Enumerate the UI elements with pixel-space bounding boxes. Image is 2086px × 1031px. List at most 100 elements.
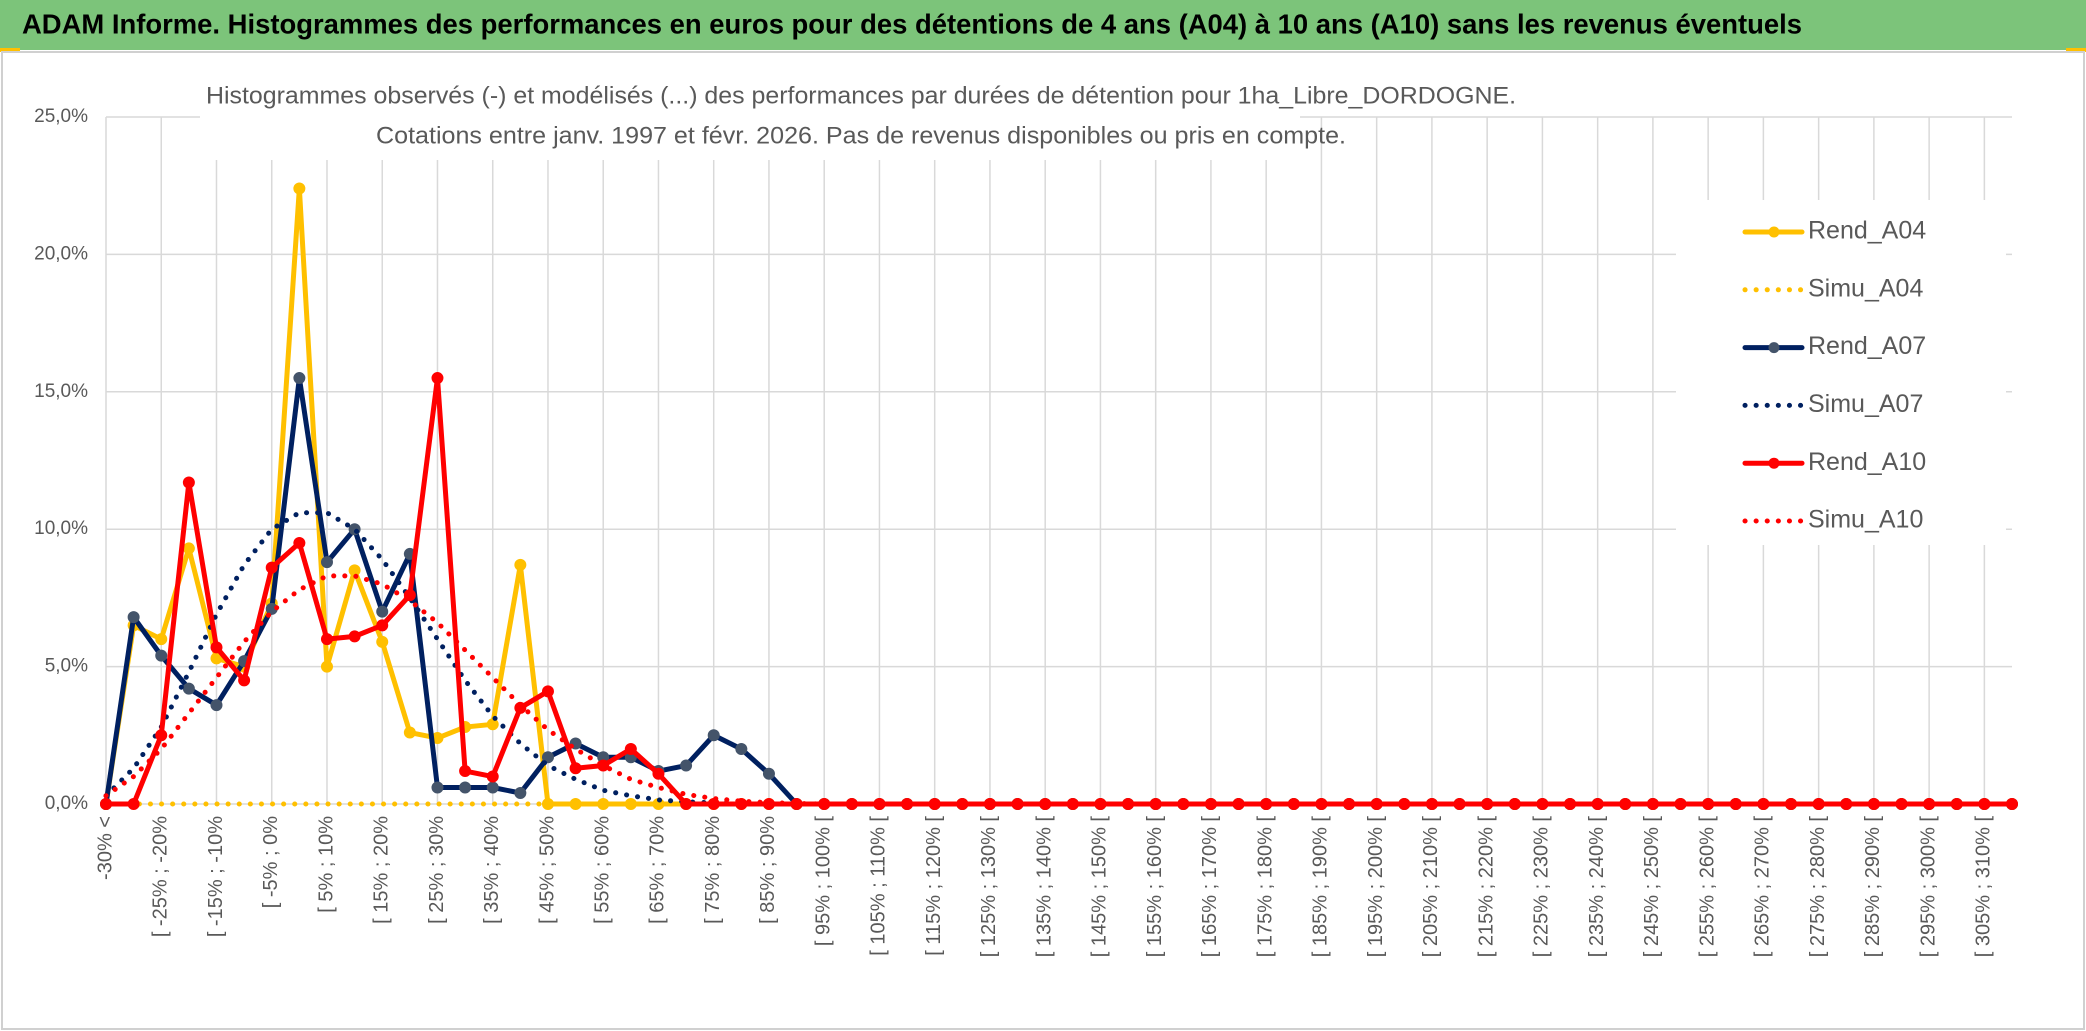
legend-label: Rend_A04	[1808, 217, 1926, 245]
marker	[293, 372, 306, 385]
legend-label: Rend_A07	[1808, 332, 1926, 360]
y-tick-label: 0,0%	[45, 793, 88, 814]
x-tick-label: [ 305% ; 310% [	[1973, 816, 1995, 958]
marker	[293, 182, 306, 195]
marker	[541, 685, 554, 698]
x-tick-label: [ 95% ; 100% [	[812, 816, 834, 947]
x-tick-label: [ 255% ; 260% [	[1696, 816, 1718, 958]
legend: Rend_A04 Simu_A04 Rend_A07 Simu_A07 Rend_A10…	[1676, 200, 2006, 545]
marker	[431, 372, 444, 385]
x-tick-label: [ -15% ; -10%	[205, 816, 227, 937]
marker	[707, 729, 720, 742]
x-tick-label: [ 245% ; 250% [	[1641, 816, 1663, 958]
marker	[652, 767, 665, 780]
marker	[680, 759, 693, 772]
chart-border	[1, 51, 2085, 1030]
x-tick-label: [ 235% ; 240% [	[1586, 816, 1608, 958]
marker	[182, 682, 195, 695]
marker	[155, 633, 168, 646]
marker	[348, 523, 361, 536]
marker	[376, 619, 389, 632]
marker	[873, 798, 886, 810]
x-tick-label: [ 5% ; 10%	[315, 816, 337, 913]
x-tick-label: [ 155% ; 160% [	[1144, 816, 1166, 958]
x-tick-label: [ 215% ; 220% [	[1475, 816, 1497, 958]
x-tick-label: [ 65% ; 70%	[647, 816, 669, 924]
chart-subtitle: Cotations entre janv. 1997 et févr. 2026…	[376, 122, 1346, 149]
x-tick-label: [ 275% ; 280% [	[1807, 816, 1829, 958]
grid: 0,0% 5,0% 10,0% 15,0% 20,0% 25,0% -30% < [ -25%…	[34, 106, 2012, 957]
marker	[486, 781, 499, 794]
x-tick-label: [ 115% ; 120% [	[923, 816, 945, 956]
title-backdrop	[200, 78, 1300, 160]
y-tick-label: 10,0%	[34, 518, 88, 539]
x-tick-label: [ 265% ; 270% [	[1752, 816, 1774, 958]
accent	[2066, 48, 2086, 52]
legend-marker	[1768, 342, 1780, 354]
x-tick-label: [ 145% ; 150% [	[1089, 816, 1111, 958]
plot-area	[100, 182, 2018, 810]
marker	[265, 561, 278, 574]
marker	[431, 781, 444, 794]
x-tick-label: [ 205% ; 210% [	[1420, 816, 1442, 958]
chart-title: Histogrammes observés (-) et modélisés (…	[206, 82, 1516, 109]
x-tick-label: [ 185% ; 190% [	[1310, 816, 1332, 958]
marker	[2006, 798, 2018, 810]
x-tick-label: [ 105% ; 110% [	[868, 816, 890, 956]
dotted-line	[103, 573, 2015, 807]
x-tick-label: [ 15% ; 20%	[371, 816, 393, 924]
x-tick-label: [ 225% ; 230% [	[1531, 816, 1553, 958]
x-tick-label: [ 195% ; 200% [	[1365, 816, 1387, 958]
x-tick-label: [ 75% ; 80%	[702, 816, 724, 924]
x-tick-label: [ 25% ; 30%	[426, 816, 448, 924]
marker	[901, 798, 914, 810]
marker	[348, 630, 361, 643]
x-tick-label: -30% <	[94, 816, 116, 880]
marker	[514, 558, 527, 571]
x-tick-label: [ -25% ; -20%	[150, 816, 172, 937]
header-bar	[0, 0, 2086, 50]
marker	[127, 611, 140, 624]
header-title: ADAM Informe. Histogrammes des performan…	[22, 8, 1802, 39]
marker	[127, 798, 140, 810]
marker	[320, 556, 333, 569]
y-tick-label: 20,0%	[34, 243, 88, 264]
legend-marker	[1768, 457, 1780, 469]
x-tick-label: [ 45% ; 50%	[536, 816, 558, 924]
legend-box	[1676, 200, 2006, 545]
x-tick-label: [ 165% ; 170% [	[1199, 816, 1221, 958]
marker	[155, 649, 168, 662]
marker	[624, 743, 637, 756]
x-tick-label: [ -5% ; 0%	[260, 816, 282, 908]
marker	[182, 542, 195, 555]
marker	[376, 605, 389, 618]
marker	[486, 718, 499, 731]
marker	[486, 770, 499, 783]
marker	[238, 674, 251, 687]
marker	[320, 633, 333, 646]
legend-marker	[1768, 226, 1780, 238]
marker	[514, 787, 527, 800]
marker	[735, 743, 748, 756]
x-tick-label: [ 175% ; 180% [	[1254, 816, 1276, 958]
marker	[210, 641, 223, 654]
x-tick-label: [ 55% ; 60%	[591, 816, 613, 924]
marker	[762, 767, 775, 780]
marker	[541, 751, 554, 764]
x-tick-label: [ 135% ; 140% [	[1033, 816, 1055, 958]
y-tick-label: 25,0%	[34, 106, 88, 127]
x-tick-label: [ 85% ; 90%	[757, 816, 779, 924]
marker	[459, 781, 472, 794]
marker	[100, 798, 112, 810]
x-tick-label: [ 125% ; 130% [	[978, 816, 1000, 958]
marker	[459, 765, 472, 778]
x-tick-label: [ 295% ; 300% [	[1917, 816, 1939, 958]
marker	[210, 699, 223, 712]
marker	[320, 660, 333, 673]
marker	[680, 798, 693, 810]
marker	[182, 476, 195, 489]
x-tick-label: [ 285% ; 290% [	[1862, 816, 1884, 958]
y-tick-label: 15,0%	[34, 381, 88, 402]
